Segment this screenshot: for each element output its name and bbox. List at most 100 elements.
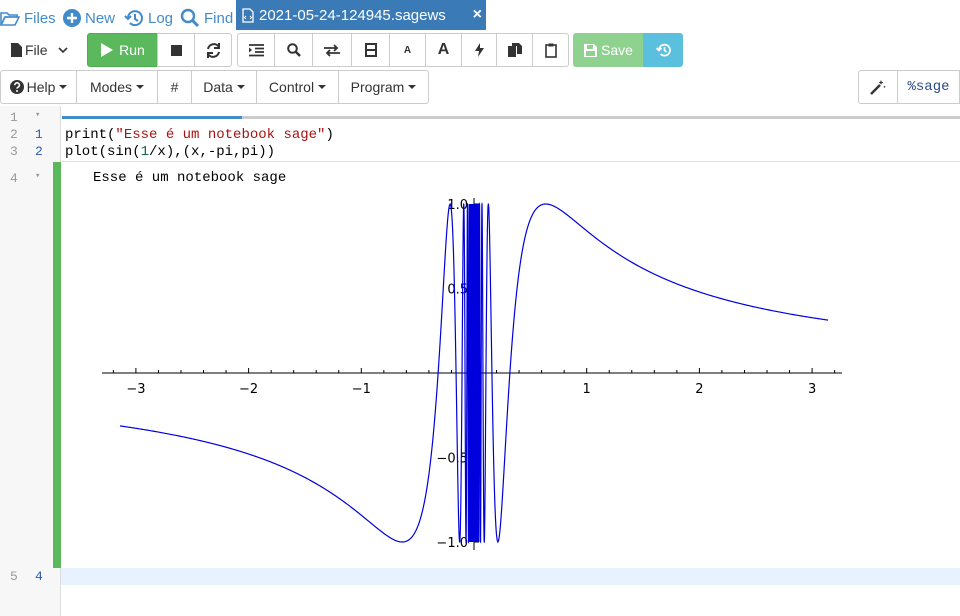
help-menu-button[interactable]: Help xyxy=(0,70,77,104)
find-link[interactable]: Find xyxy=(180,7,233,29)
history-icon xyxy=(124,10,143,27)
y-tick-label: 1.0 xyxy=(447,198,468,213)
caret-down-icon xyxy=(408,85,417,89)
data-label: Data xyxy=(203,79,233,95)
question-circle-icon xyxy=(9,80,24,94)
mode-indicator[interactable]: %sage xyxy=(897,70,960,104)
font-larger-button[interactable]: A xyxy=(425,33,462,67)
cell-line-number: 2 xyxy=(35,144,43,159)
cell-separator xyxy=(61,161,960,162)
search-icon xyxy=(180,8,200,28)
refresh-icon xyxy=(206,42,220,58)
line-number: 4 xyxy=(10,171,18,186)
cell-line-number: 4 xyxy=(35,569,43,584)
plus-circle-icon xyxy=(63,9,81,27)
run-button[interactable]: Run xyxy=(87,33,158,67)
clipboard-icon xyxy=(544,43,557,58)
output-marker xyxy=(53,162,61,568)
copy-icon xyxy=(507,43,522,57)
program-label: Program xyxy=(350,79,405,95)
x-tick-label: −1 xyxy=(352,382,371,397)
file-tab[interactable]: 2021-05-24-124945.sagews × xyxy=(236,0,486,30)
line-gutter xyxy=(0,106,61,616)
control-menu-button[interactable]: Control xyxy=(256,70,339,104)
restart-button[interactable] xyxy=(194,33,232,67)
indent-icon xyxy=(248,43,264,56)
fold-arrow-icon[interactable]: ▾ xyxy=(35,110,41,120)
sin-curve-series xyxy=(119,201,829,545)
search-icon xyxy=(286,43,301,57)
code-line-plot[interactable]: plot(sin(1/x),(x,-pi,pi)) xyxy=(65,144,276,160)
font-smaller-button[interactable]: A xyxy=(389,33,426,67)
code-line-print[interactable]: print("Esse é um notebook sage") xyxy=(65,127,334,143)
file-tab-title: 2021-05-24-124945.sagews xyxy=(259,6,446,24)
indent-button[interactable] xyxy=(237,33,275,67)
stop-icon xyxy=(170,44,182,56)
stop-button[interactable] xyxy=(157,33,195,67)
timetravel-button[interactable] xyxy=(643,33,683,67)
help-label: Help xyxy=(26,79,56,95)
menu-bar: Help Modes # Data Control Program %sage xyxy=(0,69,960,106)
x-tick-label: 2 xyxy=(695,382,703,397)
current-line[interactable] xyxy=(61,568,960,585)
caret-down-icon xyxy=(318,85,327,89)
save-label: Save xyxy=(601,42,633,58)
files-link[interactable]: Files xyxy=(0,7,56,29)
main-toolbar: File Run A A Save xyxy=(0,31,960,69)
folder-open-icon xyxy=(0,12,20,26)
line-number: 5 xyxy=(10,569,18,584)
exchange-icon xyxy=(324,43,340,57)
log-label: Log xyxy=(148,9,174,27)
magic-wand-icon xyxy=(870,80,886,95)
font-larger-label: A xyxy=(437,41,450,58)
caret-down-icon xyxy=(236,85,245,89)
file-menu-button[interactable]: File xyxy=(0,33,80,67)
history-icon xyxy=(655,43,671,57)
file-label: File xyxy=(25,42,48,58)
caret-down-icon xyxy=(136,85,145,89)
find-label: Find xyxy=(204,9,234,27)
x-tick-label: −3 xyxy=(126,382,145,397)
progress-bar xyxy=(62,116,242,119)
log-link[interactable]: Log xyxy=(124,7,173,29)
execute-button[interactable] xyxy=(461,33,497,67)
split-view-button[interactable] xyxy=(351,33,390,67)
x-tick-label: 3 xyxy=(808,382,816,397)
top-nav: Files New Log Find 2021-05-24-124945.sag… xyxy=(0,0,960,30)
caret-down-icon xyxy=(59,85,68,89)
replace-button[interactable] xyxy=(312,33,352,67)
bolt-icon xyxy=(474,43,484,57)
program-menu-button[interactable]: Program xyxy=(338,70,429,104)
columns-icon xyxy=(364,43,377,57)
mode-label: %sage xyxy=(907,79,950,95)
new-label: New xyxy=(85,9,116,27)
line-number: 2 xyxy=(10,127,18,142)
floppy-icon xyxy=(584,43,598,57)
y-tick-label: −0.5 xyxy=(436,452,468,467)
copy-button[interactable] xyxy=(496,33,533,67)
run-label: Run xyxy=(119,42,145,58)
cell-line-number: 1 xyxy=(35,127,43,142)
output-text: Esse é um notebook sage xyxy=(93,170,287,186)
plot-output: −3 −2 −1 1 2 31.00.5−0.5−1.0 xyxy=(102,198,842,551)
y-tick-label: −1.0 xyxy=(436,536,468,551)
new-link[interactable]: New xyxy=(63,7,115,29)
save-button[interactable]: Save xyxy=(573,33,644,67)
close-tab-button[interactable]: × xyxy=(472,6,482,23)
progress-track xyxy=(62,116,960,119)
x-tick-label: −2 xyxy=(239,382,258,397)
magic-wand-button[interactable] xyxy=(858,70,898,104)
hash-label: # xyxy=(170,79,179,95)
files-label: Files xyxy=(24,9,56,27)
control-label: Control xyxy=(268,79,315,95)
paste-button[interactable] xyxy=(532,33,569,67)
search-button[interactable] xyxy=(274,33,313,67)
data-menu-button[interactable]: Data xyxy=(191,70,257,104)
chevron-down-icon xyxy=(57,46,68,53)
file-code-icon xyxy=(242,7,254,23)
comment-button[interactable]: # xyxy=(157,70,192,104)
fold-arrow-icon[interactable]: ▾ xyxy=(35,171,41,181)
modes-menu-button[interactable]: Modes xyxy=(76,70,158,104)
play-icon xyxy=(101,43,114,57)
x-tick-label: 1 xyxy=(583,382,591,397)
